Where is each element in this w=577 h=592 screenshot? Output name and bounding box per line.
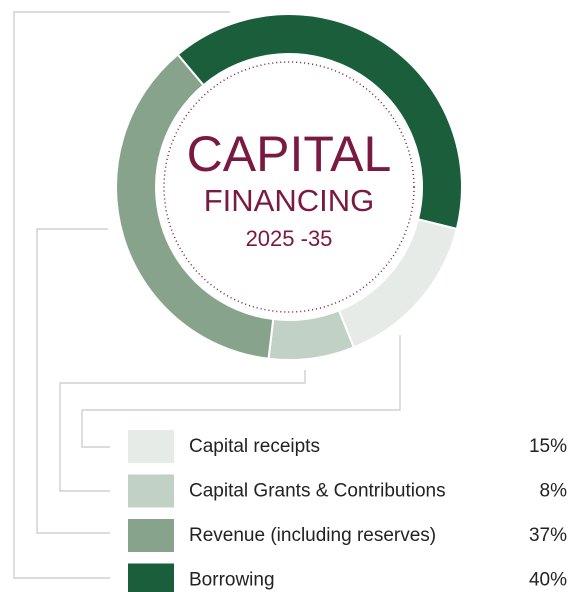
connector: [59, 370, 306, 492]
donut-segment: [267, 309, 356, 361]
legend-swatch: [128, 519, 174, 552]
legend-swatch: [128, 430, 174, 463]
connector-lines: [13, 11, 401, 579]
legend-label: Capital Grants & Contributions: [189, 481, 446, 502]
legend-value: 8%: [540, 481, 568, 502]
legend-value: 37%: [529, 525, 567, 546]
donut-segment: [337, 217, 459, 349]
title-line: 2025 -35: [246, 226, 333, 251]
legend-label: Borrowing: [189, 570, 275, 591]
legend-value: 15%: [529, 436, 567, 457]
inner-dotted-circle: [163, 61, 415, 313]
connector: [81, 335, 401, 448]
title-line: CAPITAL: [187, 126, 392, 182]
legend-swatch: [128, 563, 174, 592]
donut-segment: [176, 13, 463, 231]
legend-label: Revenue (including reserves): [189, 525, 436, 546]
title-line: FINANCING: [204, 183, 375, 218]
connector: [36, 228, 110, 534]
legend-value: 40%: [529, 570, 567, 591]
legend-label: Capital receipts: [189, 436, 320, 457]
connector: [13, 11, 230, 579]
legend-swatch: [128, 474, 174, 508]
